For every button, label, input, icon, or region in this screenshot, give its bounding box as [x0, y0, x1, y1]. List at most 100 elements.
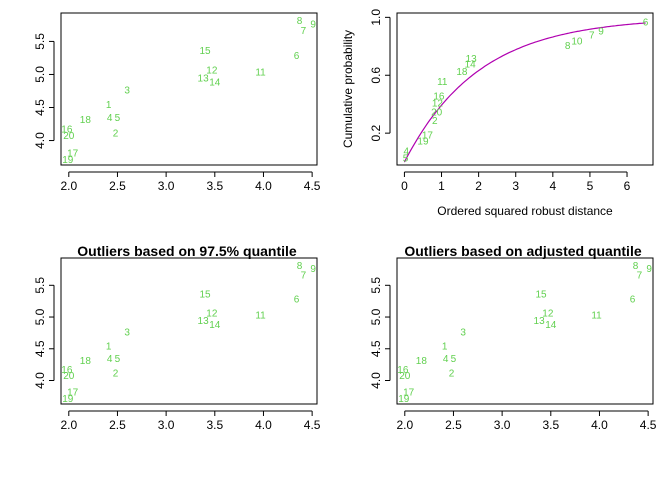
x-tick-label: 2.0: [60, 179, 77, 193]
point-label-15: 15: [199, 289, 211, 300]
point-label-1: 1: [106, 100, 112, 111]
y-tick-label: 0.6: [369, 67, 383, 84]
point-label-1: 1: [442, 341, 448, 352]
point-label-20: 20: [63, 131, 75, 142]
point-label-12: 12: [542, 308, 554, 319]
point-label-18: 18: [80, 115, 92, 126]
axes: 2.0 2.5 3.0 3.5 4.0 4.5 4.0 4.5 5.0 5.5: [33, 277, 321, 432]
x-tick-label: 4.5: [640, 418, 657, 432]
point-label-12: 12: [206, 308, 218, 319]
point-label-14: 14: [465, 60, 477, 71]
y-tick-label: 4.0: [33, 372, 47, 389]
point-label-13: 13: [198, 316, 210, 327]
point-label-11: 11: [591, 310, 602, 321]
point-label-12: 12: [432, 99, 444, 110]
x-tick-label: 6: [624, 179, 631, 193]
plot-frame: [396, 12, 654, 166]
y-tick-label: 4.5: [33, 99, 47, 116]
x-tick-label: 4.5: [304, 179, 321, 193]
x-tick-label: 1: [438, 179, 445, 193]
point-label-6: 6: [294, 51, 300, 62]
axes: 0 1 2 3 4 5 60.20.61.0: [369, 9, 631, 193]
point-label-9: 9: [646, 264, 652, 275]
y-axis-title: Cumulative probability: [341, 30, 355, 148]
point-label-14: 14: [209, 78, 221, 89]
x-tick-label: 2.0: [396, 418, 413, 432]
x-tick-label: 2.5: [445, 418, 462, 432]
x-tick-label: 3.0: [494, 418, 511, 432]
point-label-14: 14: [209, 320, 221, 331]
point-label-5: 5: [115, 113, 121, 124]
point-label-9: 9: [598, 26, 604, 37]
y-tick-label: 4.5: [33, 340, 47, 357]
point-label-5: 5: [403, 154, 409, 165]
point-label-6: 6: [630, 294, 636, 305]
x-tick-label: 4.5: [304, 418, 321, 432]
point-label-5: 5: [115, 354, 121, 365]
plot-frame: [60, 12, 318, 166]
point-label-15: 15: [199, 46, 211, 57]
x-tick-label: 4.0: [255, 418, 272, 432]
x-tick-label: 4.0: [591, 418, 608, 432]
point-label-9: 9: [310, 19, 316, 30]
x-tick-label: 3.5: [206, 418, 223, 432]
y-tick-label: 4.0: [369, 372, 383, 389]
point-label-18: 18: [456, 67, 468, 78]
x-tick-label: 3.5: [206, 179, 223, 193]
y-tick-label: 5.0: [369, 308, 383, 325]
point-label-8: 8: [297, 16, 303, 27]
y-tick-label: 4.0: [33, 132, 47, 149]
point-label-13: 13: [534, 316, 546, 327]
point-label-3: 3: [124, 327, 130, 338]
point-label-16: 16: [433, 91, 445, 102]
panel-title: Outliers based on adjusted quantile: [404, 243, 641, 259]
x-tick-label: 3.5: [542, 418, 559, 432]
point-label-16: 16: [61, 365, 73, 376]
point-label-19: 19: [62, 394, 74, 405]
point-label-4: 4: [107, 113, 113, 124]
plot-frame: [60, 257, 318, 405]
axes: 2.0 2.5 3.0 3.5 4.0 4.5 4.0 4.5 5.0 5.5: [33, 33, 321, 193]
point-label-7: 7: [301, 26, 307, 37]
x-tick-label: 5: [587, 179, 594, 193]
y-tick-label: 0.2: [369, 124, 383, 141]
x-tick-label: 4: [549, 179, 556, 193]
point-label-20: 20: [63, 371, 75, 382]
point-label-16: 16: [397, 365, 409, 376]
point-label-17: 17: [403, 388, 415, 399]
point-label-10: 10: [571, 36, 583, 47]
point-label-20: 20: [399, 371, 411, 382]
x-tick-label: 2: [475, 179, 482, 193]
point-label-14: 14: [545, 320, 557, 331]
point-label-4: 4: [107, 354, 113, 365]
point-label-7: 7: [589, 31, 595, 42]
point-label-6: 6: [294, 294, 300, 305]
point-label-2: 2: [432, 116, 438, 127]
point-label-4: 4: [403, 146, 409, 157]
point-label-15: 15: [535, 289, 547, 300]
outliers-975-quantile-panel: Outliers based on 97.5% quantile 2.0 2.5 3…: [33, 243, 321, 432]
outliers-adjusted-quantile-panel: Outliers based on adjusted quantile 2.0 2…: [369, 243, 657, 432]
point-label-13: 13: [466, 54, 478, 65]
point-label-2: 2: [113, 128, 119, 139]
point-label-4: 4: [443, 354, 449, 365]
point-label-1: 1: [106, 341, 112, 352]
point-label-18: 18: [416, 356, 428, 367]
y-tick-label: 5.0: [33, 66, 47, 83]
point-label-11: 11: [437, 77, 448, 88]
point-label-2: 2: [113, 369, 119, 380]
x-tick-label: 3.0: [158, 179, 175, 193]
y-tick-label: 5.5: [369, 277, 383, 294]
point-label-8: 8: [297, 261, 303, 272]
point-label-2: 2: [449, 369, 455, 380]
point-label-8: 8: [565, 41, 571, 52]
y-tick-label: 5.5: [33, 33, 47, 50]
axes: 2.0 2.5 3.0 3.5 4.0 4.5 4.0 4.5 5.0 5.5: [369, 277, 657, 432]
point-label-19: 19: [398, 394, 410, 405]
x-tick-label: 3: [512, 179, 519, 193]
chi-square-cdf-curve: [403, 22, 646, 163]
point-label-17: 17: [67, 148, 79, 159]
